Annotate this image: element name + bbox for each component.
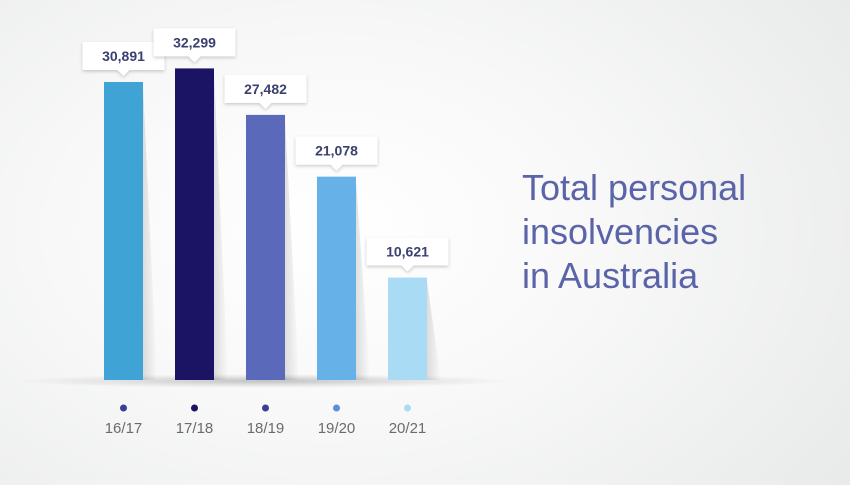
category-dot <box>120 404 127 412</box>
category-label: 19/20 <box>318 420 356 437</box>
bar-20-21 <box>388 277 427 380</box>
value-callout <box>82 41 165 76</box>
category-dot <box>333 404 340 412</box>
value-callout <box>366 237 449 272</box>
category-label: 20/21 <box>389 420 427 437</box>
category-dot <box>262 404 269 412</box>
bar-shadow <box>285 118 299 381</box>
category-label: 16/17 <box>105 420 143 437</box>
bar-shadow <box>214 72 228 381</box>
bar-18-19 <box>246 114 285 381</box>
chart-title: Total personal insolvencies in Australia <box>522 167 747 296</box>
category-dot <box>191 404 198 412</box>
value-label: 30,891 <box>102 48 145 64</box>
category-label: 17/18 <box>176 420 214 437</box>
value-label: 27,482 <box>244 81 287 97</box>
category-label: 18/19 <box>247 420 285 437</box>
bar-shadow <box>427 281 441 380</box>
value-label: 10,621 <box>386 244 429 260</box>
bar-17-18 <box>175 68 214 381</box>
bar-shadow <box>143 85 157 380</box>
bar-16-17 <box>104 81 143 380</box>
category-dot <box>404 404 411 412</box>
value-callout <box>295 136 378 171</box>
value-callout <box>224 74 307 109</box>
bar-shadow <box>356 180 370 380</box>
value-label: 21,078 <box>315 143 358 159</box>
bar-19-20 <box>317 176 356 380</box>
value-callout <box>153 28 236 63</box>
value-label: 32,299 <box>173 34 216 50</box>
